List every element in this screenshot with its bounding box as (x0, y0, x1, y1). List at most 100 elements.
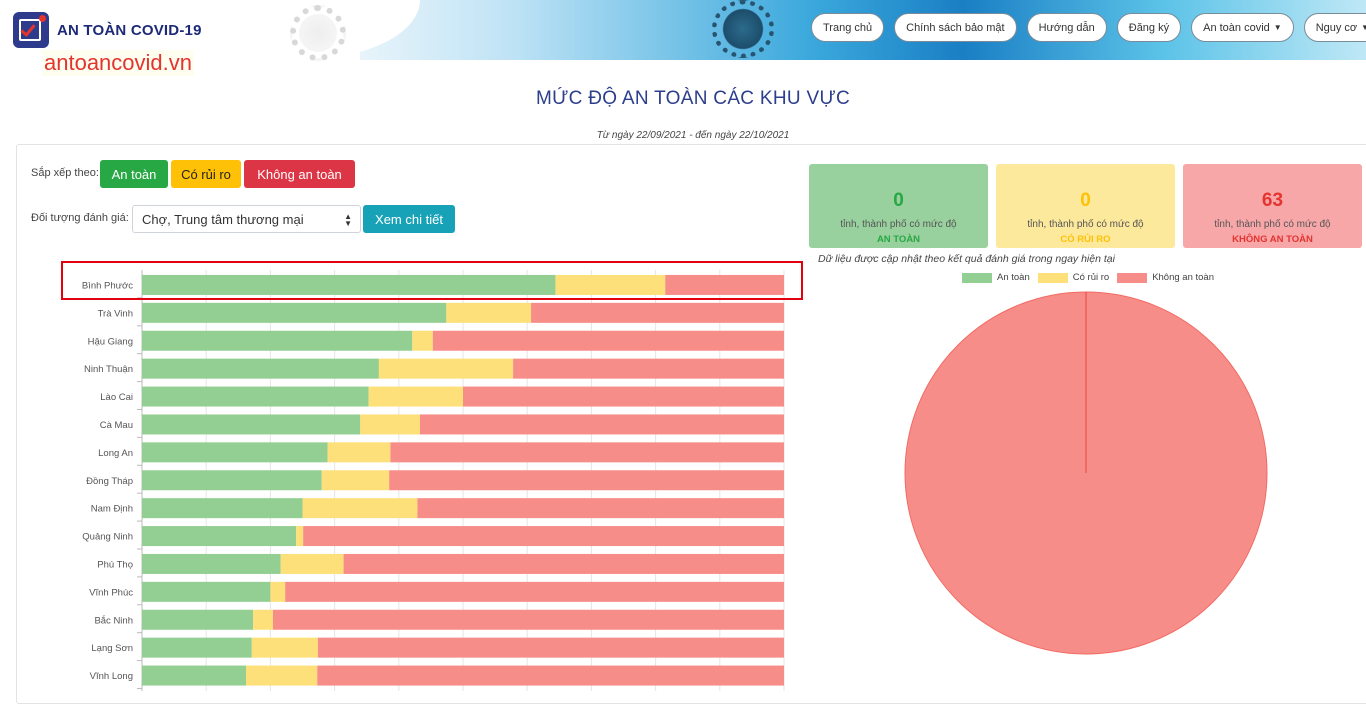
bar-safe[interactable] (142, 665, 247, 686)
y-tick-label: Quảng Ninh (82, 532, 133, 543)
bar-unsafe[interactable] (513, 358, 784, 379)
update-note: Dữ liệu được cập nhật theo kết quả đánh … (818, 253, 1115, 265)
caret-down-icon: ▼ (1361, 23, 1366, 32)
unsafe-desc: tỉnh, thành phố có mức độ (1214, 219, 1331, 230)
legend-label-safe: An toàn (997, 272, 1030, 283)
nav-item-2[interactable]: Hướng dẫn (1026, 13, 1107, 42)
bar-risk[interactable] (302, 498, 418, 519)
bar-risk[interactable] (446, 302, 532, 323)
bar-unsafe[interactable] (531, 302, 784, 323)
bar-unsafe[interactable] (285, 581, 784, 602)
nav-item-label: Hướng dẫn (1038, 21, 1095, 34)
legend-item-risk[interactable]: Có rủi ro (1037, 272, 1110, 283)
risk-count: 0 (1080, 190, 1091, 211)
bar-unsafe[interactable] (417, 498, 784, 519)
nav-item-5[interactable]: Nguy cơ ▼ (1303, 13, 1366, 42)
nav-item-3[interactable]: Đăng ký (1116, 13, 1182, 42)
bar-safe[interactable] (142, 414, 361, 435)
nav-item-label: An toàn covid (1203, 21, 1270, 34)
bar-risk[interactable] (321, 470, 390, 491)
y-tick-label: Ninh Thuận (84, 364, 133, 375)
nav-item-label: Trang chủ (823, 21, 873, 34)
sort-label: Sắp xếp theo: (31, 167, 99, 179)
y-tick-label: Hậu Giang (88, 336, 133, 347)
bar-unsafe[interactable] (317, 637, 784, 658)
safe-count: 0 (893, 190, 904, 211)
view-detail-button[interactable]: Xem chi tiết (363, 205, 455, 233)
bar-safe[interactable] (142, 553, 281, 574)
bar-risk[interactable] (253, 609, 273, 630)
safe-desc: tỉnh, thành phố có mức độ (840, 219, 957, 230)
logo-icon[interactable] (13, 12, 49, 48)
y-tick-label: Bình Phước (82, 280, 133, 291)
object-select[interactable]: Chợ, Trung tâm thương mại ▲ ▼ (132, 205, 361, 233)
bar-unsafe[interactable] (389, 470, 784, 491)
bar-unsafe[interactable] (463, 386, 784, 407)
bar-risk[interactable] (368, 386, 463, 407)
nav-item-0[interactable]: Trang chủ (811, 13, 885, 42)
y-tick-label: Vĩnh Long (90, 671, 133, 682)
bar-risk[interactable] (555, 274, 666, 295)
bar-risk[interactable] (296, 526, 304, 547)
bar-safe[interactable] (142, 609, 254, 630)
bar-safe[interactable] (142, 358, 379, 379)
site-header: AN TOÀN COVID-19 antoancovid.vn Trang ch… (0, 0, 1366, 76)
y-tick-label: Vĩnh Phúc (89, 587, 133, 598)
nav-item-1[interactable]: Chính sách bảo mật (894, 13, 1017, 42)
bar-risk[interactable] (327, 442, 391, 463)
virus-banner-icon (712, 0, 774, 58)
unsafe-count: 63 (1261, 190, 1284, 211)
bar-unsafe[interactable] (303, 526, 784, 547)
brand-name[interactable]: AN TOÀN COVID-19 (57, 22, 202, 39)
caret-down-icon: ▼ (1273, 23, 1282, 32)
nav-item-label: Đăng ký (1128, 21, 1170, 34)
page-title: MỨC ĐỘ AN TOÀN CÁC KHU VỰC (535, 88, 851, 109)
legend-item-unsafe[interactable]: Không an toàn (1117, 272, 1214, 283)
bar-safe[interactable] (142, 637, 252, 658)
y-tick-label: Trà Vinh (98, 308, 133, 319)
bar-unsafe[interactable] (272, 609, 784, 630)
bar-unsafe[interactable] (343, 553, 784, 574)
safe-label: AN TOÀN (876, 234, 921, 245)
object-select-value: Chợ, Trung tâm thương mại (142, 211, 304, 227)
stat-card-risk: 0 tỉnh, thành phố có mức độ CÓ RỦI RO (996, 164, 1175, 248)
bar-safe[interactable] (142, 330, 413, 351)
bar-safe[interactable] (142, 442, 328, 463)
nav-item-4[interactable]: An toàn covid ▼ (1191, 13, 1294, 42)
bar-risk[interactable] (360, 414, 420, 435)
nav-item-label: Nguy cơ (1315, 21, 1358, 34)
bar-safe[interactable] (142, 498, 303, 519)
bar-risk[interactable] (246, 665, 318, 686)
y-tick-label: Lào Cai (100, 392, 133, 403)
legend-item-safe[interactable]: An toàn (962, 272, 1030, 283)
sort-risk-button[interactable]: Có rủi ro (171, 160, 241, 188)
legend-label-unsafe: Không an toàn (1152, 272, 1214, 283)
bar-safe[interactable] (142, 302, 447, 323)
sort-unsafe-button[interactable]: Không an toàn (244, 160, 355, 188)
unsafe-label: KHÔNG AN TOÀN (1232, 234, 1313, 245)
bar-unsafe[interactable] (317, 665, 784, 686)
bar-risk[interactable] (251, 637, 318, 658)
object-label: Đối tượng đánh giá: (31, 212, 129, 224)
legend-swatch-unsafe (1117, 272, 1148, 283)
bar-safe[interactable] (142, 526, 297, 547)
bar-safe[interactable] (142, 470, 322, 491)
bar-risk[interactable] (270, 581, 286, 602)
bar-unsafe[interactable] (432, 330, 784, 351)
pie-legend: An toàn Có rủi ro Không an toàn (962, 272, 1222, 283)
bar-risk[interactable] (280, 553, 344, 574)
bar-unsafe[interactable] (390, 442, 784, 463)
bar-safe[interactable] (142, 386, 369, 407)
domain-watermark: antoancovid.vn (42, 50, 194, 76)
select-arrows-icon: ▲ ▼ (344, 212, 352, 228)
bar-unsafe[interactable] (419, 414, 784, 435)
bar-safe[interactable] (142, 274, 556, 295)
date-range: Từ ngày 22/09/2021 - đến ngày 22/10/2021 (596, 130, 790, 141)
bar-risk[interactable] (378, 358, 514, 379)
bar-safe[interactable] (142, 581, 271, 602)
sort-safe-button[interactable]: An toàn (100, 160, 168, 188)
bar-risk[interactable] (412, 330, 433, 351)
bar-unsafe[interactable] (665, 274, 784, 295)
legend-label-risk: Có rủi ro (1072, 272, 1110, 283)
y-tick-label: Đồng Tháp (86, 476, 133, 487)
